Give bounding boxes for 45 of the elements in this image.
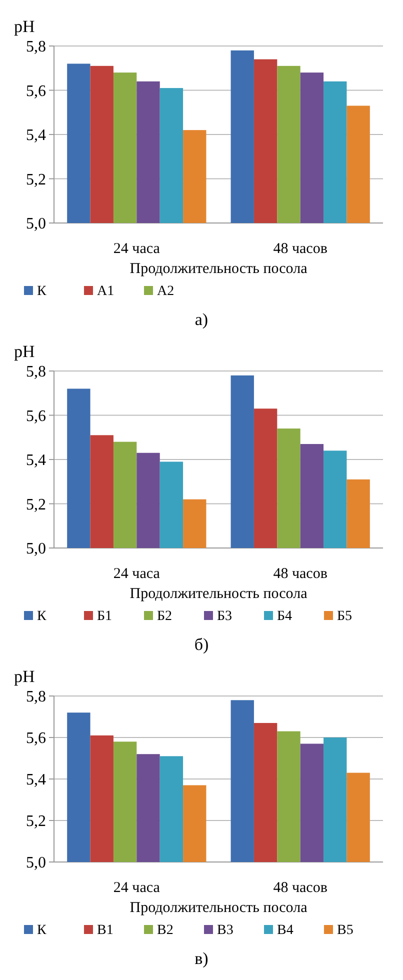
legend-label: К bbox=[37, 609, 47, 624]
y-tick-label: 5,4 bbox=[26, 772, 46, 789]
x-tick-label: 24 часа bbox=[113, 241, 160, 257]
legend-label: Б5 bbox=[337, 609, 352, 624]
x-tick-label: 24 часа bbox=[113, 566, 160, 582]
x-axis-title: Продолжительность посола bbox=[130, 586, 308, 602]
x-axis-title: Продолжительность посола bbox=[130, 900, 308, 916]
x-tick-label: 48 часов bbox=[273, 566, 328, 582]
text: а) bbox=[194, 310, 208, 329]
legend-label: В1 bbox=[97, 923, 114, 938]
text: б) bbox=[194, 635, 209, 654]
y-tick-label: 5,0 bbox=[26, 216, 46, 233]
y-axis-title: pH bbox=[14, 667, 35, 686]
y-tick-label: 5,8 bbox=[26, 364, 46, 381]
y-tick-label: 5,6 bbox=[26, 408, 46, 425]
y-tick-label: 5,4 bbox=[26, 127, 46, 144]
legend-label: Б4 bbox=[277, 609, 292, 624]
y-tick-label: 5,2 bbox=[26, 813, 46, 830]
legend-label: А1 bbox=[97, 284, 114, 299]
x-axis-title: Продолжительность посола bbox=[130, 261, 308, 277]
legend-label: К bbox=[37, 923, 47, 938]
y-tick-label: 5,2 bbox=[26, 171, 46, 188]
legend-label: В4 bbox=[277, 923, 294, 938]
y-tick-label: 5,0 bbox=[26, 854, 46, 872]
y-tick-label: 5,8 bbox=[26, 38, 46, 56]
y-axis-title: pH bbox=[14, 342, 35, 361]
y-tick-label: 5,8 bbox=[26, 688, 46, 706]
y-axis-title: pH bbox=[14, 17, 35, 36]
legend-label: К bbox=[37, 284, 47, 299]
x-tick-label: 48 часов bbox=[273, 241, 328, 257]
y-tick-label: 5,4 bbox=[26, 452, 46, 470]
legend-label: А2 bbox=[157, 284, 174, 299]
legend-label: В2 bbox=[157, 923, 174, 938]
y-tick-label: 5,6 bbox=[26, 82, 46, 100]
y-tick-label: 5,6 bbox=[26, 730, 46, 748]
y-tick-label: 5,2 bbox=[26, 496, 46, 514]
x-tick-label: 48 часов bbox=[273, 880, 328, 896]
x-tick-label: 24 часа bbox=[113, 880, 160, 896]
legend-label: Б1 bbox=[97, 609, 112, 624]
legend-label: Б2 bbox=[157, 609, 172, 624]
legend-label: Б3 bbox=[217, 609, 232, 624]
y-tick-label: 5,0 bbox=[26, 540, 46, 558]
legend-label: В5 bbox=[337, 923, 354, 938]
text: в) bbox=[194, 949, 208, 968]
legend-label: В3 bbox=[217, 923, 234, 938]
